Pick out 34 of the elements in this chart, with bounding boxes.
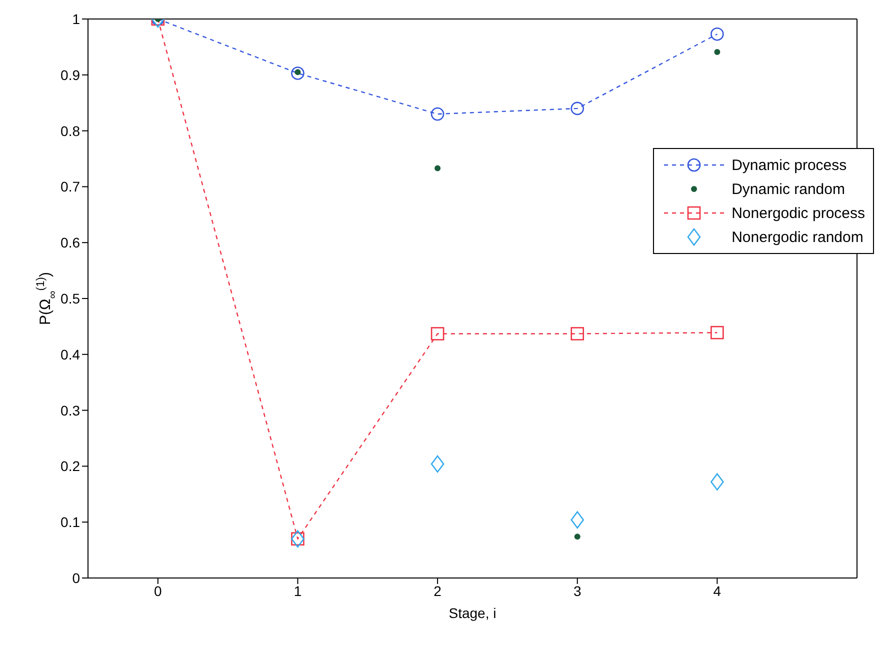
y-tick-label: 0.8 xyxy=(60,122,80,139)
point xyxy=(710,326,724,340)
y-tick-label: 0.2 xyxy=(60,458,80,474)
point xyxy=(570,327,584,340)
point xyxy=(291,66,304,80)
legend-label: Nonergodic process xyxy=(732,204,865,222)
point xyxy=(430,107,444,121)
x-tick-label: 0 xyxy=(154,582,162,599)
x-tick-label: 4 xyxy=(713,582,722,599)
point xyxy=(570,511,584,529)
y-tick-label: 0.5 xyxy=(60,290,80,306)
point xyxy=(434,165,441,172)
point xyxy=(570,102,584,116)
point xyxy=(714,48,720,55)
x-axis-title: Stage, i xyxy=(448,605,496,621)
x-tick-label: 3 xyxy=(573,582,582,599)
y-tick-label: 0.3 xyxy=(60,402,80,418)
y-tick-label: 0 xyxy=(72,570,80,586)
legend-label: Dynamic process xyxy=(732,156,847,174)
x-tick-label: 1 xyxy=(294,582,302,599)
y-tick-label: 0.7 xyxy=(60,178,80,195)
legend-label: Nonergodic random xyxy=(732,228,864,246)
point xyxy=(710,473,724,490)
y-tick-label: 0.4 xyxy=(60,346,80,362)
point xyxy=(574,534,580,540)
x-tick-label: 2 xyxy=(434,582,442,599)
y-tick-label: 0.1 xyxy=(60,514,80,530)
legend-label: Dynamic random xyxy=(732,180,845,198)
y-tick-label: 0.9 xyxy=(60,66,80,83)
y-tick-label: 0.6 xyxy=(60,234,80,251)
point xyxy=(430,455,444,473)
point xyxy=(710,27,724,41)
y-tick-label: 1 xyxy=(72,10,80,27)
point xyxy=(430,327,444,340)
